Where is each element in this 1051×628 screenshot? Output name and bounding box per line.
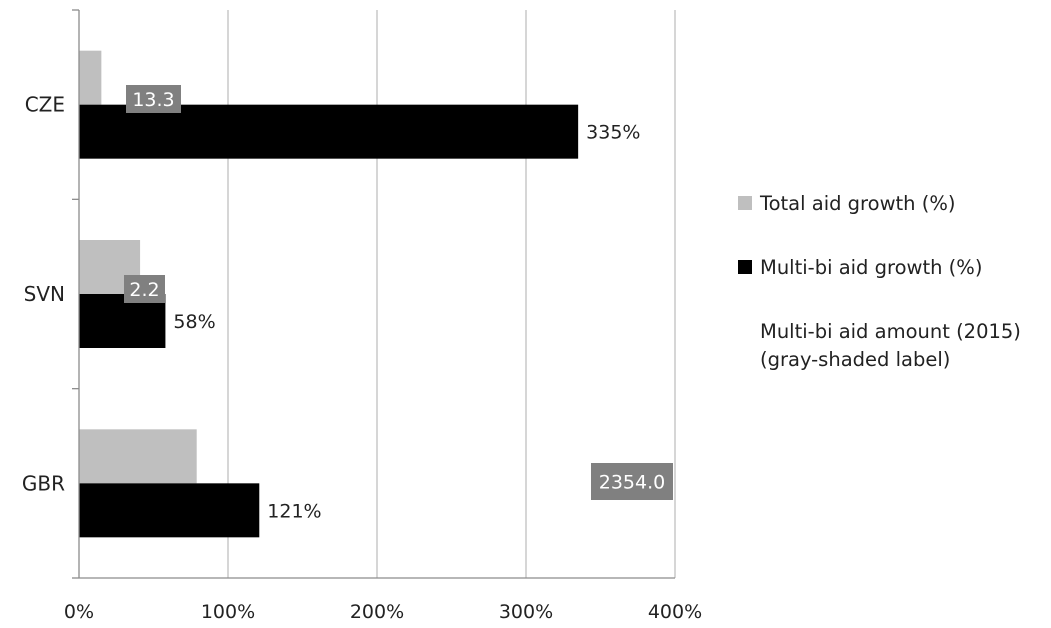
bar-multi-bi-cze xyxy=(79,104,579,159)
labels: 0% 100% 200% 300% 400% 335% CZE 58% SVN 121% GBR 13… xyxy=(22,85,702,623)
bar-total-aid-cze xyxy=(79,50,102,105)
category-label-svn: SVN xyxy=(24,282,65,306)
legend-label-total-aid: Total aid growth (%) xyxy=(760,192,956,215)
legend-swatch-multi-bi-growth xyxy=(738,260,752,274)
legend-item-multi-bi-amount: Multi-bi aid amount (2015) (gray-shaded … xyxy=(738,318,1038,374)
x-tick-label: 400% xyxy=(648,601,702,623)
legend-swatch-total-aid xyxy=(738,196,752,210)
legend-label-multi-bi-growth: Multi-bi aid growth (%) xyxy=(760,256,983,279)
legend-label-multi-bi-amount: Multi-bi aid amount (2015) (gray-shaded … xyxy=(760,320,1021,371)
data-label-multi-bi-cze: 335% xyxy=(586,122,640,144)
legend-item-total-aid: Total aid growth (%) xyxy=(738,190,1038,218)
x-tick-label: 100% xyxy=(201,601,255,623)
amount-label-box-gbr xyxy=(591,463,673,500)
data-label-multi-bi-svn: 58% xyxy=(173,311,215,333)
amount-label-gbr: 2354.0 xyxy=(599,472,665,494)
legend: Total aid growth (%) Multi-bi aid growth… xyxy=(738,190,1038,410)
amount-label-cze: 13.3 xyxy=(132,89,174,111)
bar-multi-bi-gbr xyxy=(79,483,260,538)
x-tick-label: 300% xyxy=(499,601,553,623)
data-label-multi-bi-gbr: 121% xyxy=(267,500,321,522)
x-tick-label: 200% xyxy=(350,601,404,623)
amount-label-box-cze xyxy=(126,85,181,113)
category-label-cze: CZE xyxy=(25,93,65,117)
amount-label-svn: 2.2 xyxy=(129,279,159,301)
x-tick-label: 0% xyxy=(64,601,94,623)
legend-swatch-multi-bi-amount xyxy=(738,324,752,338)
amount-label-box-svn xyxy=(124,275,165,303)
bar-total-aid-gbr xyxy=(79,429,197,484)
legend-item-multi-bi-growth: Multi-bi aid growth (%) xyxy=(738,254,1038,282)
category-label-gbr: GBR xyxy=(22,471,65,495)
axes xyxy=(72,9,675,579)
